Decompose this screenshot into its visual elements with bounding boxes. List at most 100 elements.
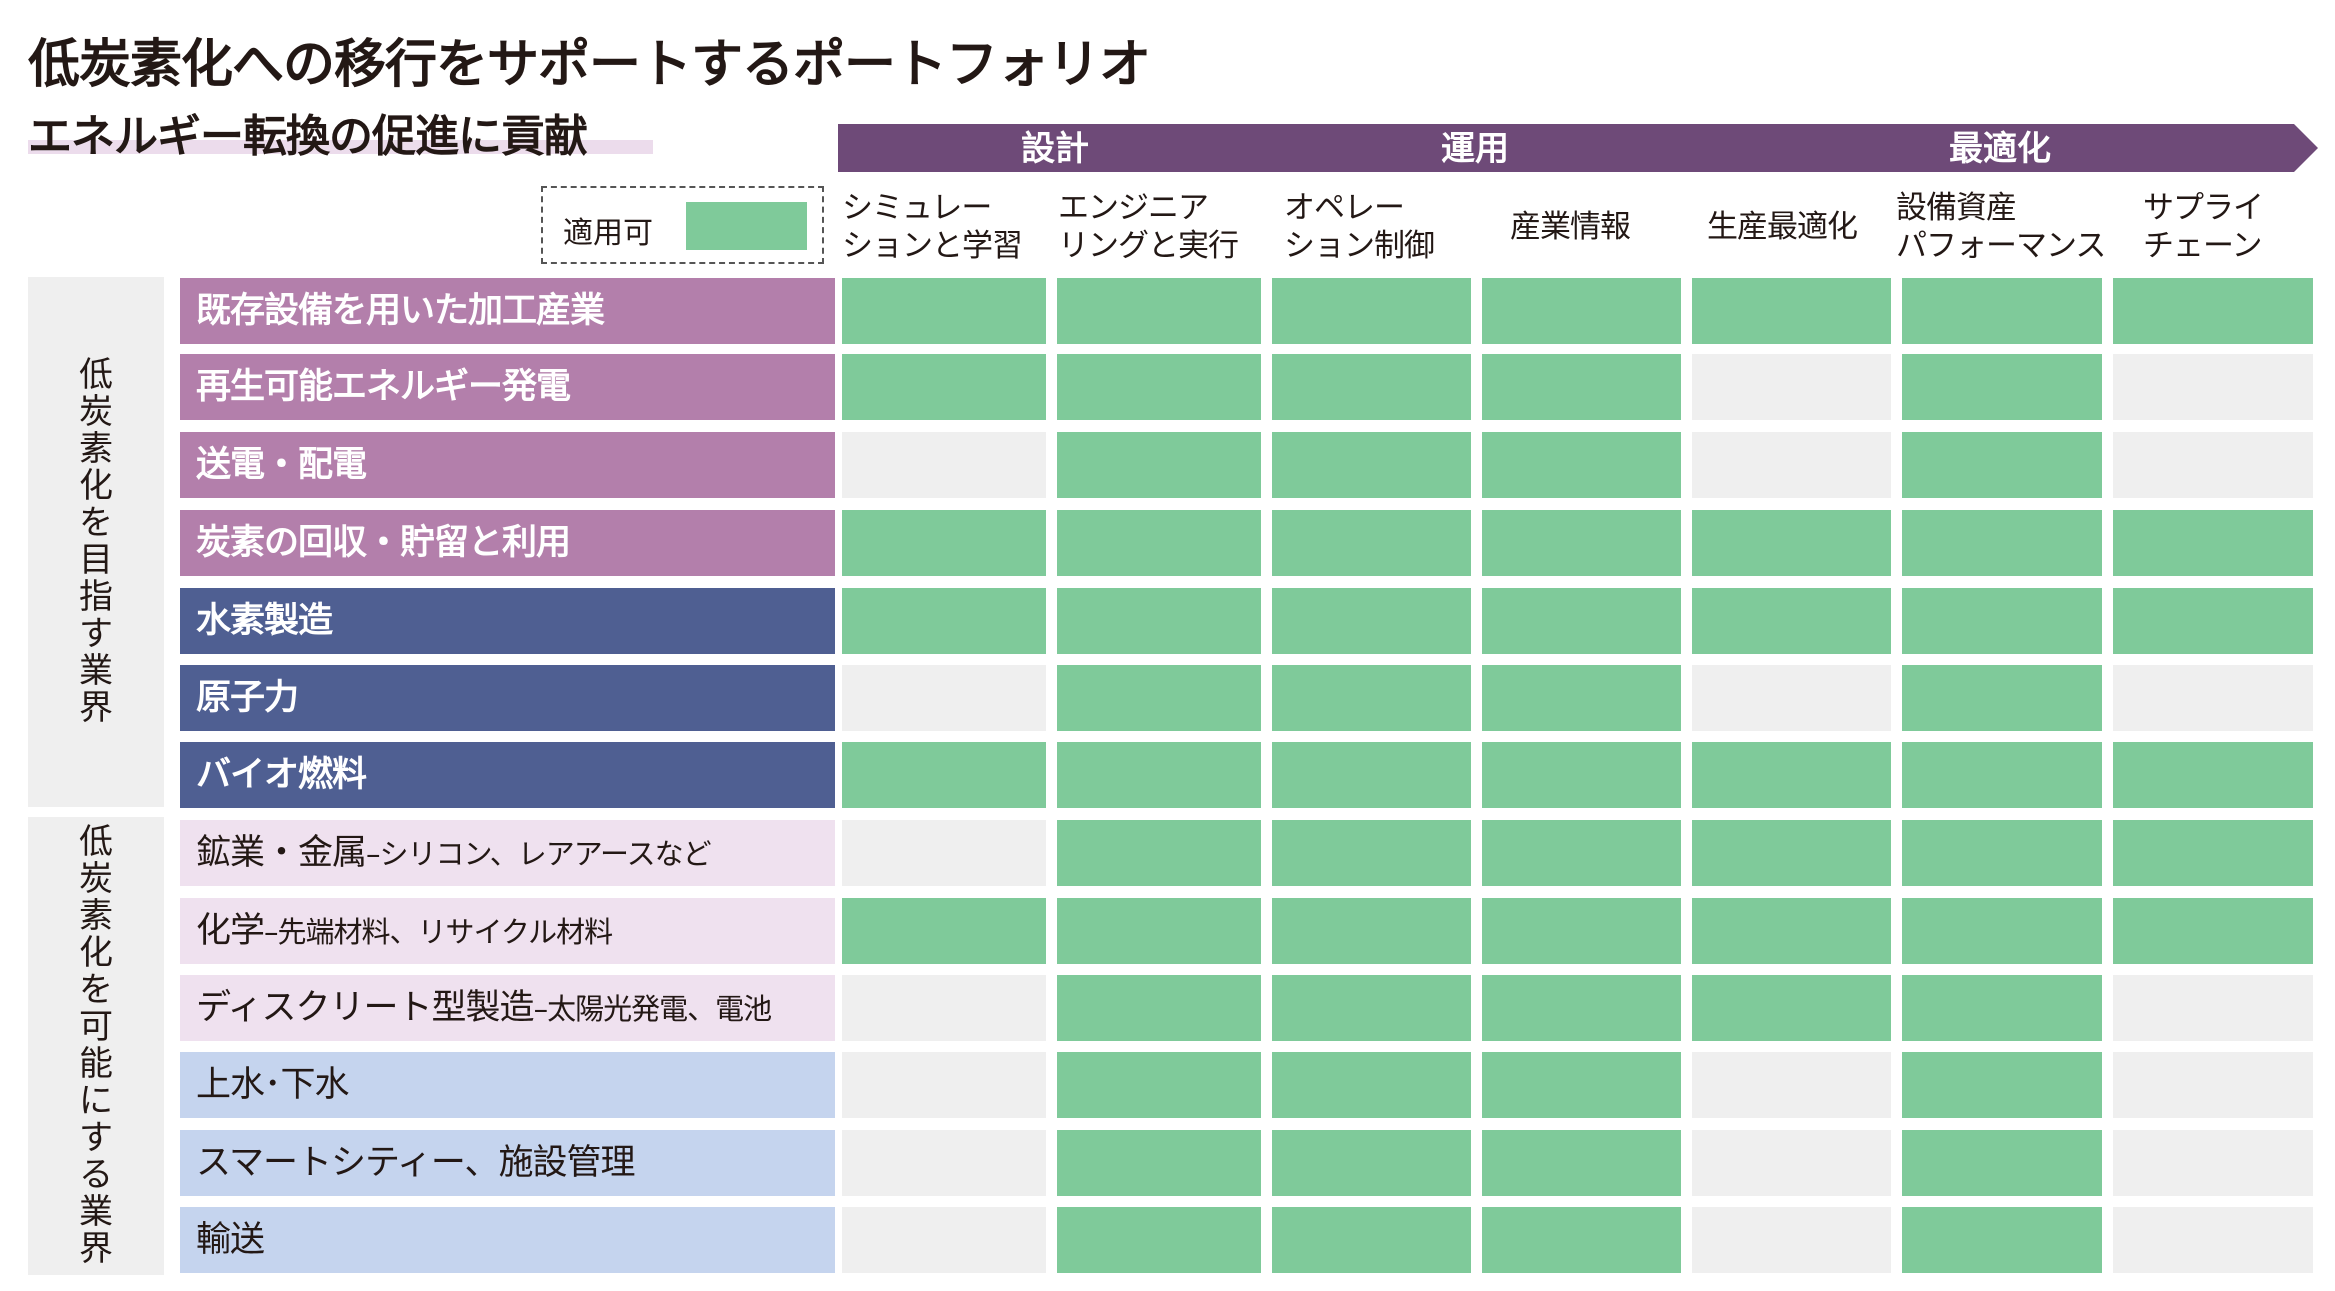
industry-name: スマートシティー、施設管理	[196, 1143, 636, 1183]
page-title: 低炭素化への移行をサポートするポートフォリオ	[28, 35, 1151, 95]
column-header-line: ションと学習	[842, 228, 1023, 264]
cell-applicable	[1057, 1207, 1261, 1273]
cell-not-applicable	[1692, 354, 1891, 420]
cell-applicable	[1272, 665, 1471, 731]
cell-applicable	[2113, 510, 2313, 576]
cell-applicable	[1057, 898, 1261, 964]
cell-applicable	[1482, 278, 1681, 344]
cell-applicable	[1482, 820, 1681, 886]
industry-name: 上水･下水	[196, 1065, 350, 1105]
industry-group-panel: 低炭素化を可能にする業界	[28, 817, 164, 1275]
industry-group-label: 低炭素化を目指す業界	[79, 355, 113, 728]
cell-applicable	[1057, 432, 1261, 498]
cell-not-applicable	[1692, 1052, 1891, 1118]
cell-not-applicable	[2113, 1052, 2313, 1118]
industry-row-label: 既存設備を用いた加工産業	[180, 278, 835, 344]
cell-applicable	[842, 898, 1046, 964]
cell-not-applicable	[842, 432, 1046, 498]
cell-applicable	[1482, 665, 1681, 731]
column-header-line: シミュレー	[842, 190, 992, 226]
column-header-line: 産業情報	[1510, 209, 1631, 245]
cell-applicable	[1902, 432, 2102, 498]
column-header: 設備資産 パフォーマンス	[1896, 184, 2106, 270]
cell-applicable	[1482, 510, 1681, 576]
cell-applicable	[1482, 898, 1681, 964]
industry-row-label: 再生可能エネルギー発電	[180, 354, 835, 420]
cell-applicable	[1482, 1207, 1681, 1273]
cell-applicable	[1902, 1130, 2102, 1196]
column-header-line: オペレー	[1284, 190, 1405, 226]
industry-name: 鉱業・金属	[196, 833, 367, 873]
industry-row-label: スマートシティー、施設管理	[180, 1130, 835, 1196]
industry-name: ディスクリート型製造	[196, 988, 535, 1028]
cell-applicable	[1057, 588, 1261, 654]
industry-group-panel: 低炭素化を目指す業界	[28, 277, 164, 807]
cell-not-applicable	[1692, 665, 1891, 731]
industry-row-label: 輸送	[180, 1207, 835, 1273]
cell-applicable	[1272, 1130, 1471, 1196]
cell-applicable	[1272, 1207, 1471, 1273]
cell-not-applicable	[2113, 354, 2313, 420]
cell-not-applicable	[1692, 1130, 1891, 1196]
industry-examples: –太陽光発電、電池	[533, 992, 773, 1026]
cell-applicable	[842, 510, 1046, 576]
industry-row-label: ディスクリート型製造–太陽光発電、電池	[180, 975, 835, 1041]
industry-row-label: バイオ燃料	[180, 742, 835, 808]
industry-name: バイオ燃料	[196, 755, 367, 795]
industry-name: 再生可能エネルギー発電	[196, 367, 571, 407]
cell-applicable	[1482, 432, 1681, 498]
cell-not-applicable	[2113, 1207, 2313, 1273]
cell-applicable	[1272, 510, 1471, 576]
cell-applicable	[1272, 432, 1471, 498]
industry-examples: –先端材料、リサイクル材料	[264, 915, 613, 949]
industry-name: 炭素の回収・貯留と利用	[196, 523, 571, 563]
cell-applicable	[1057, 278, 1261, 344]
cell-applicable	[1902, 1052, 2102, 1118]
column-header: 生産最適化	[1707, 184, 1858, 270]
cell-applicable	[1057, 820, 1261, 886]
cell-applicable	[1482, 1130, 1681, 1196]
industry-row-label: 鉱業・金属–シリコン、レアアースなど	[180, 820, 835, 886]
phase-design: 設計	[1021, 129, 1089, 169]
cell-not-applicable	[1692, 432, 1891, 498]
cell-applicable	[842, 278, 1046, 344]
cell-applicable	[842, 354, 1046, 420]
cell-applicable	[1272, 820, 1471, 886]
industry-name: 既存設備を用いた加工産業	[196, 291, 605, 331]
cell-applicable	[1482, 742, 1681, 808]
cell-applicable	[1272, 975, 1471, 1041]
industry-row-label: 化学–先端材料、リサイクル材料	[180, 898, 835, 964]
cell-applicable	[1902, 898, 2102, 964]
cell-applicable	[1057, 665, 1261, 731]
cell-applicable	[1272, 742, 1471, 808]
cell-applicable	[1902, 665, 2102, 731]
legend: 適用可	[541, 186, 824, 264]
subtitle-highlight	[28, 140, 653, 154]
industry-name: 水素製造	[196, 601, 333, 641]
cell-applicable	[2113, 820, 2313, 886]
cell-applicable	[1902, 975, 2102, 1041]
cell-applicable	[1482, 975, 1681, 1041]
column-header-line: パフォーマンス	[1896, 228, 2106, 264]
cell-not-applicable	[2113, 975, 2313, 1041]
cell-applicable	[842, 588, 1046, 654]
cell-applicable	[1482, 354, 1681, 420]
column-header-line: サプライ	[2143, 190, 2264, 226]
industry-examples: –シリコン、レアアースなど	[366, 837, 712, 871]
cell-applicable	[1057, 1130, 1261, 1196]
industry-row-label: 上水･下水	[180, 1052, 835, 1118]
column-header: オペレー ション制御	[1284, 184, 1435, 270]
cell-applicable	[1692, 898, 1891, 964]
cell-applicable	[842, 742, 1046, 808]
cell-not-applicable	[842, 975, 1046, 1041]
cell-applicable	[1692, 820, 1891, 886]
cell-not-applicable	[842, 820, 1046, 886]
legend-swatch	[686, 202, 807, 250]
column-header-line: ション制御	[1284, 228, 1435, 264]
cell-not-applicable	[842, 665, 1046, 731]
phase-optimization: 最適化	[1949, 129, 2051, 169]
industry-name: 送電・配電	[196, 445, 367, 485]
cell-applicable	[1902, 820, 2102, 886]
column-header-line: 設備資産	[1896, 190, 2017, 226]
cell-not-applicable	[842, 1207, 1046, 1273]
